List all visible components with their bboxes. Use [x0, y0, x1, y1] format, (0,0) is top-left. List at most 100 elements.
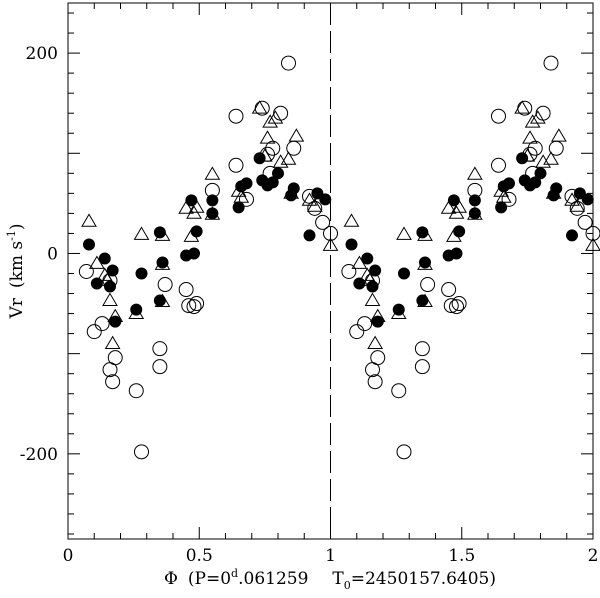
point-filled-circle — [130, 303, 143, 316]
point-open-triangle — [128, 305, 145, 319]
point-filled-circle — [156, 256, 169, 269]
point-open-triangle — [183, 228, 200, 242]
data-points — [78, 55, 600, 460]
point-open-triangle — [301, 192, 318, 206]
point-filled-circle — [90, 277, 103, 290]
point-open-triangle — [233, 189, 250, 203]
point-open-circle — [451, 296, 467, 312]
point-open-circle — [396, 444, 412, 460]
point-filled-circle — [272, 167, 284, 180]
point-open-circle — [443, 298, 459, 314]
point-open-triangle — [519, 148, 536, 162]
point-open-triangle — [154, 293, 171, 307]
point-filled-circle — [98, 252, 111, 265]
x-tick-label: 0 — [63, 546, 74, 566]
point-open-triangle — [351, 255, 368, 269]
point-open-circle — [357, 316, 373, 332]
point-open-circle — [262, 165, 278, 181]
point-filled-circle — [392, 303, 405, 316]
point-open-triangle — [417, 293, 433, 307]
point-open-triangle — [107, 308, 124, 322]
point-open-triangle — [89, 255, 105, 269]
point-filled-circle — [232, 201, 245, 214]
point-open-triangle — [251, 100, 268, 114]
point-open-circle — [157, 277, 173, 293]
point-filled-circle — [206, 194, 219, 207]
point-open-circle — [239, 191, 254, 207]
point-filled-circle — [266, 176, 279, 189]
point-open-circle — [323, 225, 338, 241]
point-open-circle — [577, 214, 593, 230]
point-open-circle — [152, 359, 168, 375]
y-axis-title-main: Vr — [7, 297, 27, 319]
point-open-circle — [181, 298, 197, 314]
point-open-triangle — [493, 183, 509, 197]
point-open-triangle — [267, 110, 284, 124]
point-open-triangle — [390, 305, 407, 319]
point-open-triangle — [522, 130, 538, 144]
point-open-triangle — [440, 200, 457, 214]
x-axis-title-period: .061259 — [238, 569, 308, 589]
point-open-triangle — [495, 189, 512, 203]
point-open-triangle — [178, 200, 194, 214]
point-filled-circle — [311, 187, 324, 200]
point-open-circle — [265, 140, 281, 156]
point-open-triangle — [551, 128, 567, 142]
axis-ticks — [67, 3, 594, 539]
point-open-triangle — [514, 100, 530, 114]
point-filled-circle — [345, 238, 358, 251]
point-filled-circle — [495, 201, 508, 214]
point-open-circle — [273, 105, 289, 121]
point-open-triangle — [564, 192, 580, 206]
point-open-triangle — [530, 110, 546, 124]
point-open-circle — [449, 299, 464, 315]
point-open-triangle — [288, 128, 305, 142]
point-open-triangle — [262, 114, 278, 128]
point-open-circle — [585, 225, 600, 241]
point-open-triangle — [283, 185, 299, 199]
x-axis-title-phi: Φ — [164, 569, 178, 589]
point-open-triangle — [543, 151, 559, 165]
point-filled-circle — [468, 194, 481, 207]
point-open-triangle — [417, 256, 433, 270]
point-open-triangle — [204, 206, 221, 220]
x-axis-title-epoch: =2450157.6405) — [351, 569, 496, 589]
point-open-circle — [178, 282, 194, 298]
x-tick-label: 1 — [325, 546, 336, 566]
point-open-circle — [105, 374, 121, 390]
point-open-triangle — [451, 199, 467, 213]
point-filled-circle — [450, 247, 463, 260]
point-open-triangle — [188, 199, 205, 213]
point-open-circle — [152, 341, 168, 357]
point-open-circle — [535, 105, 551, 121]
point-filled-circle — [534, 167, 547, 180]
point-open-triangle — [154, 256, 171, 270]
point-open-circle — [107, 350, 123, 366]
point-open-circle — [414, 341, 430, 357]
point-open-triangle — [204, 166, 221, 180]
point-open-triangle — [104, 335, 121, 350]
point-open-circle — [441, 282, 457, 298]
y-tick-label: 0 — [47, 244, 58, 264]
point-open-triangle — [446, 228, 462, 242]
point-open-triangle — [133, 226, 150, 240]
point-open-circle — [86, 324, 102, 340]
y-axis-title-exp: -1 — [5, 230, 18, 241]
point-open-triangle — [230, 183, 247, 197]
point-open-circle — [78, 264, 94, 280]
point-open-circle — [414, 359, 430, 375]
x-axis-title-t: T — [332, 569, 344, 589]
point-filled-circle — [353, 277, 366, 290]
point-open-circle — [189, 296, 205, 312]
y-tick-label: 200 — [26, 44, 58, 64]
point-filled-circle — [398, 267, 410, 280]
point-open-circle — [349, 324, 365, 340]
point-filled-circle — [503, 177, 515, 190]
point-open-triangle — [535, 154, 551, 168]
point-open-circle — [491, 108, 506, 124]
point-filled-circle — [366, 280, 379, 293]
point-filled-circle — [135, 267, 148, 280]
point-filled-circle — [240, 177, 253, 190]
point-open-circle — [391, 383, 407, 399]
